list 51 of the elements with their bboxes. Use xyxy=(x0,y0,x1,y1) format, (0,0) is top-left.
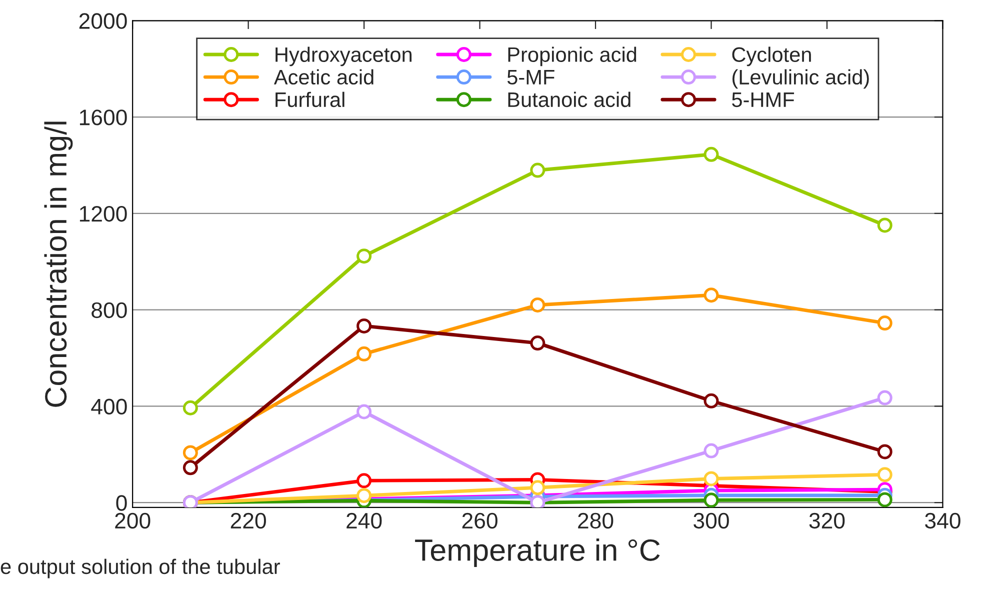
point xyxy=(877,316,892,331)
y-tick-label: 0 xyxy=(116,495,127,511)
y-tick-label: 1600 xyxy=(80,110,127,126)
point xyxy=(704,471,719,486)
y-tick-label: 400 xyxy=(91,398,127,414)
point xyxy=(877,492,892,508)
point xyxy=(877,218,892,233)
y-axis-title: Concentration in mg/l xyxy=(44,122,73,407)
legend-label: Acetic acid xyxy=(274,69,374,85)
legend-label: Cycloten xyxy=(732,46,811,66)
y-tick-label: 800 xyxy=(92,302,127,318)
point xyxy=(356,488,372,504)
legend-label: 5-MF xyxy=(507,70,554,85)
point xyxy=(704,288,719,303)
point xyxy=(704,492,719,508)
point xyxy=(356,346,372,362)
point xyxy=(877,444,892,460)
legend-label: Propionic acid xyxy=(508,46,636,66)
point xyxy=(877,390,892,406)
x-tick-label: 220 xyxy=(230,512,266,529)
point xyxy=(530,297,546,312)
point xyxy=(182,445,198,460)
point xyxy=(356,248,372,264)
text: e output solution of the tubular xyxy=(0,558,280,578)
legend-label: Butanoic acid xyxy=(508,92,630,108)
point xyxy=(704,443,719,458)
legend-label: 5-HMF xyxy=(732,92,794,108)
legend-label: Hydroxyaceton xyxy=(276,46,412,66)
point xyxy=(356,318,372,334)
point xyxy=(182,460,198,476)
point xyxy=(530,336,546,351)
y-tick-label: 2000 xyxy=(79,13,127,29)
x-tick-label: 340 xyxy=(925,512,960,529)
legend-label: (Levulinic acid) xyxy=(732,69,869,89)
point xyxy=(704,146,719,162)
point xyxy=(877,467,892,482)
y-tick-label: 1200 xyxy=(80,206,127,222)
legend-label: Furfural xyxy=(276,92,344,108)
x-axis-title: Temperature in °C xyxy=(415,538,660,568)
point xyxy=(356,404,372,420)
x-tick-label: 320 xyxy=(809,512,845,529)
x-tick-label: 240 xyxy=(346,512,382,529)
x-tick-label: 200 xyxy=(115,512,150,529)
x-tick-label: 280 xyxy=(578,512,614,529)
point xyxy=(356,473,372,488)
point xyxy=(182,400,198,416)
point xyxy=(530,480,546,496)
x-tick-label: 300 xyxy=(694,512,729,529)
point xyxy=(704,393,719,408)
point xyxy=(530,162,546,178)
x-tick-label: 260 xyxy=(462,512,498,529)
